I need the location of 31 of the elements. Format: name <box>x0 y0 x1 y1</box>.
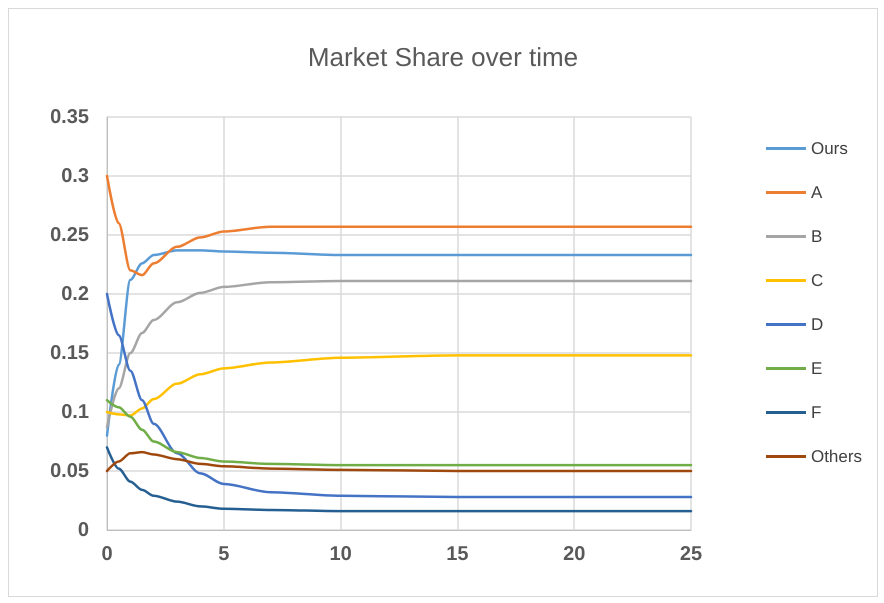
line-series <box>106 450 692 472</box>
legend-label: A <box>810 183 823 202</box>
line-series <box>106 280 692 429</box>
y-tick-label: 0.3 <box>61 165 89 187</box>
legend-label: F <box>810 403 822 422</box>
y-tick-label: 0.25 <box>50 224 89 246</box>
line-series <box>106 446 692 512</box>
line-series <box>106 249 692 437</box>
x-tick-label: 10 <box>329 543 352 565</box>
legend-label: Others <box>810 447 862 466</box>
y-tick-label: 0.15 <box>50 342 89 364</box>
x-tick-label: 0 <box>101 543 113 565</box>
y-tick-label: 0.2 <box>61 283 89 305</box>
legend-label: C <box>810 271 824 290</box>
x-tick-label: 25 <box>680 543 702 565</box>
line-series <box>106 292 692 498</box>
legend-label: Ours <box>810 139 848 158</box>
chart-title: Market Share over time <box>308 42 578 72</box>
y-tick-label: 0.1 <box>61 401 89 423</box>
legend-label: B <box>810 227 822 246</box>
x-tick-label: 15 <box>446 543 469 565</box>
y-tick-label: 0 <box>78 519 89 541</box>
y-tick-label: 0.35 <box>50 106 89 128</box>
line-series <box>106 354 692 417</box>
line-series <box>106 174 692 276</box>
line-series <box>106 398 692 466</box>
x-tick-label: 20 <box>563 543 586 565</box>
legend-label: D <box>810 315 824 334</box>
legend-label: E <box>810 359 822 378</box>
x-tick-label: 5 <box>218 543 230 565</box>
y-tick-label: 0.05 <box>50 460 89 482</box>
